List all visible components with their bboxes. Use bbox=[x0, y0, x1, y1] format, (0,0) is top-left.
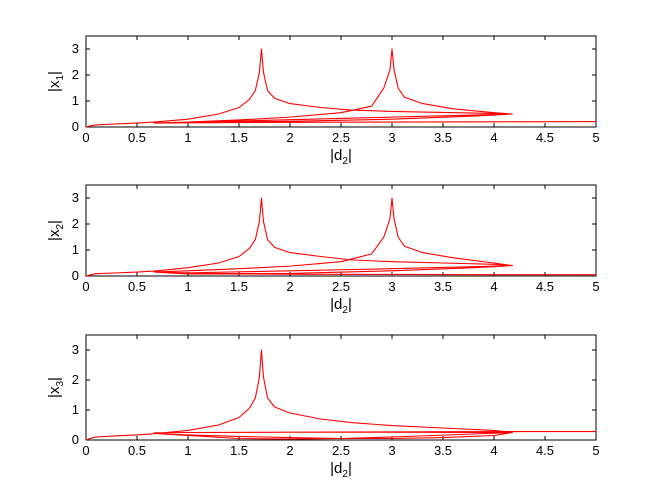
y-axis-label: |x2| bbox=[46, 220, 66, 241]
y-tick-label: 2 bbox=[72, 372, 79, 387]
x-tick-label: 3.5 bbox=[434, 443, 452, 458]
x-tick-label: 2 bbox=[286, 279, 293, 294]
x-tick-label: 5 bbox=[592, 130, 599, 145]
y-tick-label: 1 bbox=[72, 242, 79, 257]
subplot-1: 0 0.5 1 1.5 2 2.5 3 3.5 4 4.5 5 0 1 2 3 |d2| |x1| bbox=[46, 35, 600, 167]
x-tick-label: 0 bbox=[82, 279, 89, 294]
x-tick-label: 4 bbox=[490, 130, 497, 145]
x-tick-label: 4.5 bbox=[536, 130, 554, 145]
x-tick-label: 1 bbox=[184, 279, 191, 294]
y-tick-label: 0 bbox=[72, 432, 79, 447]
series-line-1 bbox=[85, 197, 596, 277]
x-tick-label: 3 bbox=[388, 443, 395, 458]
x-tick-label: 2 bbox=[286, 130, 293, 145]
x-tick-label: 2.5 bbox=[332, 279, 350, 294]
x-axis-label: |d2| bbox=[330, 296, 352, 316]
axes-box bbox=[85, 35, 597, 128]
y-tick-label: 3 bbox=[72, 190, 79, 205]
x-tick-label: 1 bbox=[184, 130, 191, 145]
y-tick-label: 2 bbox=[72, 67, 79, 82]
y-tick-label: 1 bbox=[72, 402, 79, 417]
x-tick-label: 4 bbox=[490, 279, 497, 294]
x-tick-label: 0.5 bbox=[128, 443, 146, 458]
y-tick-label: 3 bbox=[72, 342, 79, 357]
x-tick-label: 3 bbox=[388, 279, 395, 294]
x-tick-label: 3.5 bbox=[434, 279, 452, 294]
subplot-2: 0 0.5 1 1.5 2 2.5 3 3.5 4 4.5 5 0 1 2 3 |d2| |x2| bbox=[46, 184, 600, 316]
x-tick-label: 1 bbox=[184, 443, 191, 458]
x-tick-label: 3 bbox=[388, 130, 395, 145]
series-line-1 bbox=[85, 48, 597, 128]
x-tick-label: 4.5 bbox=[536, 279, 554, 294]
y-axis-label: |x1| bbox=[46, 71, 66, 92]
x-tick-label: 0 bbox=[82, 130, 89, 145]
y-tick-label: 2 bbox=[72, 216, 79, 231]
x-tick-label: 4.5 bbox=[536, 443, 554, 458]
series-line-1 bbox=[85, 349, 596, 441]
x-tick-label: 1.5 bbox=[230, 130, 248, 145]
x-tick-label: 0 bbox=[82, 443, 89, 458]
x-tick-label: 5 bbox=[592, 279, 599, 294]
y-tick-label: 3 bbox=[72, 41, 79, 56]
x-tick-label: 2.5 bbox=[332, 443, 350, 458]
y-tick-label: 0 bbox=[72, 268, 79, 283]
x-tick-label: 3.5 bbox=[434, 130, 452, 145]
x-tick-label: 2 bbox=[286, 443, 293, 458]
x-axis-label: |d2| bbox=[330, 147, 352, 167]
x-tick-label: 0.5 bbox=[128, 279, 146, 294]
x-tick-label: 0.5 bbox=[128, 130, 146, 145]
x-tick-label: 1.5 bbox=[230, 279, 248, 294]
x-axis-label: |d2| bbox=[330, 460, 352, 480]
x-tick-label: 5 bbox=[592, 443, 599, 458]
x-tick-label: 2.5 bbox=[332, 130, 350, 145]
x-tick-label: 4 bbox=[490, 443, 497, 458]
axes-box bbox=[85, 334, 597, 441]
y-tick-label: 0 bbox=[72, 119, 79, 134]
axes-box bbox=[85, 184, 597, 277]
y-tick-label: 1 bbox=[72, 93, 79, 108]
x-tick-label: 1.5 bbox=[230, 443, 248, 458]
subplot-3: 0 0.5 1 1.5 2 2.5 3 3.5 4 4.5 5 0 1 2 3 |d2| |x3| bbox=[46, 334, 600, 480]
y-axis-label: |x3| bbox=[46, 377, 66, 398]
